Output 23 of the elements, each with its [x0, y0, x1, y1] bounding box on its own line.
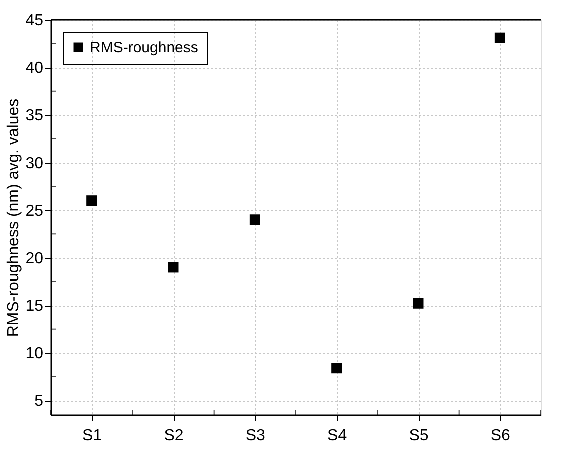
- y-tick-label: 20: [26, 250, 44, 268]
- point: [250, 214, 260, 226]
- y-tick-label: 30: [26, 155, 44, 172]
- y-tick-label: 40: [26, 60, 44, 78]
- y-tick-label: 5: [34, 393, 44, 410]
- point: [168, 262, 179, 273]
- point: [413, 298, 424, 309]
- y-axis-title: RMS-roughness (nm) avg. values: [6, 98, 23, 338]
- y-tick-label: 15: [26, 298, 44, 316]
- x-tick-label: S5: [409, 428, 429, 444]
- x-tick-label: S3: [246, 428, 266, 444]
- y-tick-label: 45: [26, 12, 44, 30]
- x-tick-label: S4: [328, 428, 348, 444]
- y-tick-label: 25: [26, 202, 44, 220]
- x-tick-label: S1: [82, 428, 102, 444]
- x-tick-label: S2: [164, 428, 184, 444]
- point: [494, 32, 506, 44]
- legend-label: RMS-roughness: [90, 40, 198, 56]
- y-tick-label: 35: [26, 108, 44, 125]
- point: [86, 196, 98, 206]
- point: [332, 363, 342, 374]
- y-tick-label: 10: [26, 346, 44, 363]
- x-tick-label: S6: [490, 428, 511, 444]
